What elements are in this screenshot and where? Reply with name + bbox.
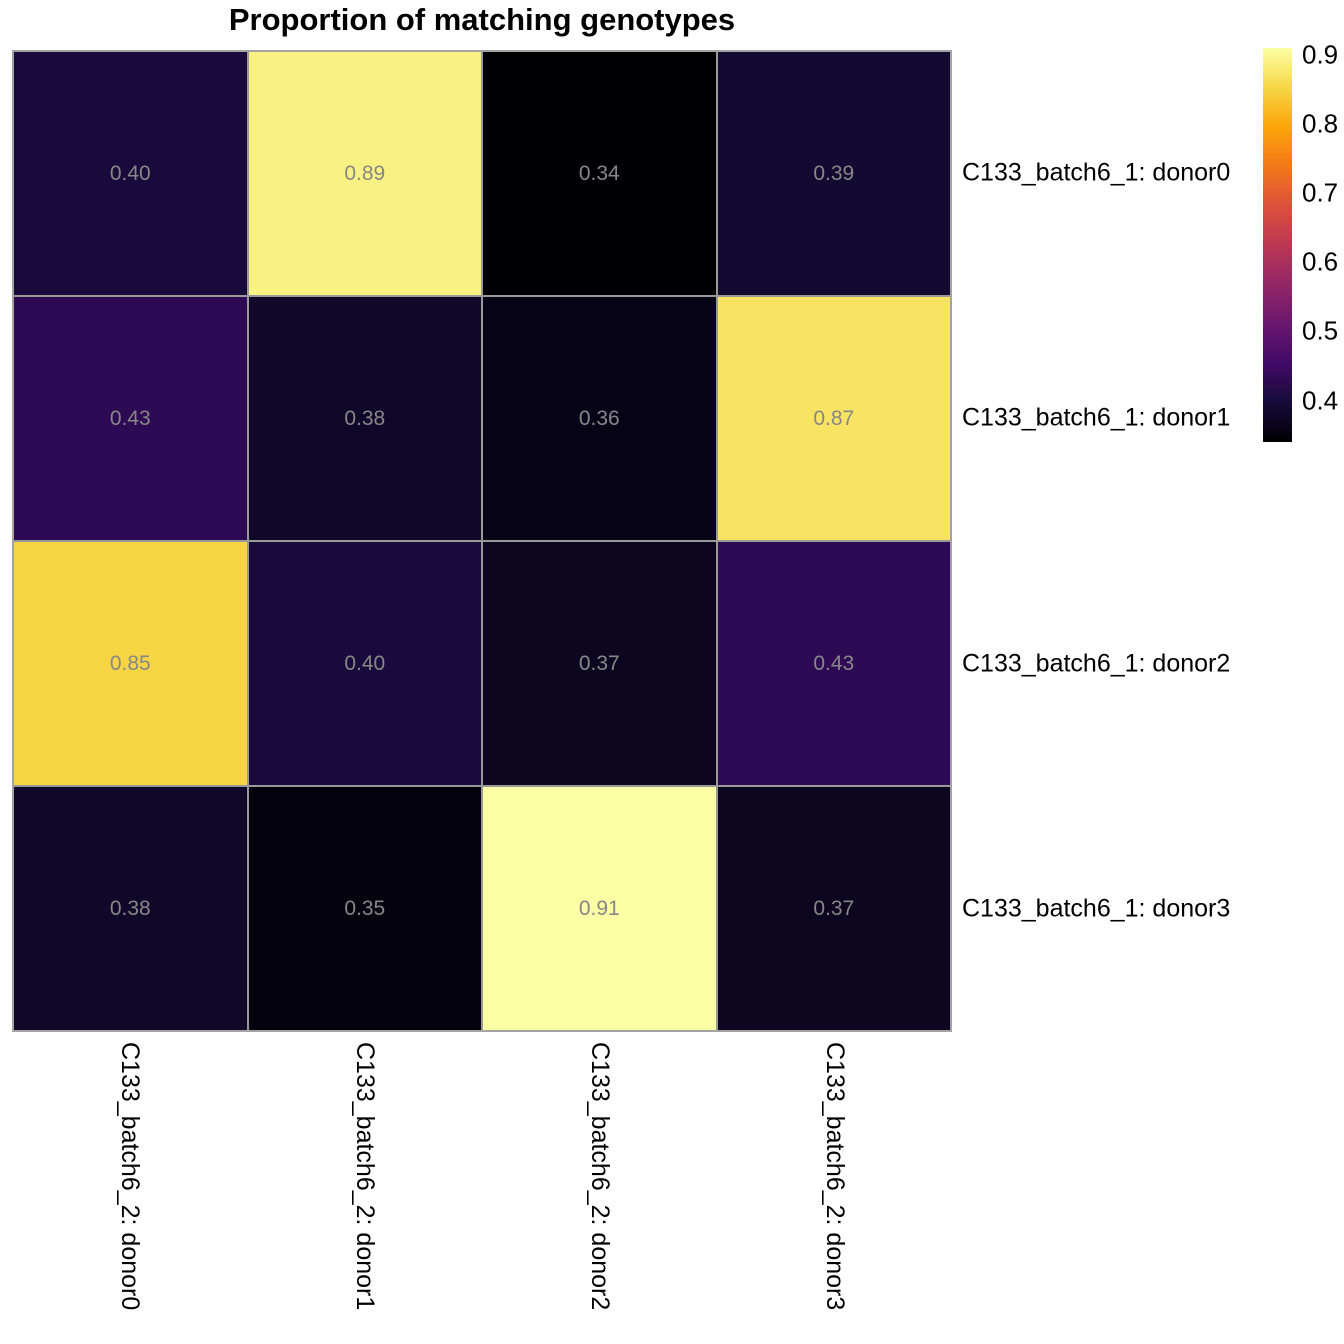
- cell-value: 0.89: [344, 161, 386, 185]
- heatmap-cell-r3-c3: 0.37: [717, 787, 950, 1030]
- colorbar-tick-label-1: 0.8: [1302, 108, 1339, 139]
- row-label-3: C133_batch6_1: donor3: [962, 894, 1231, 923]
- heatmap-cell-r0-c1: 0.89: [248, 52, 481, 295]
- colorbar-tick-label-0: 0.9: [1302, 39, 1339, 70]
- colorbar-tick-label-5: 0.4: [1302, 385, 1339, 416]
- col-label-2: C133_batch6_2: donor2: [585, 1042, 614, 1311]
- heatmap-cell-r1-c1: 0.38: [248, 297, 481, 540]
- heatmap-cell-r2-c2: 0.37: [483, 542, 716, 785]
- cell-value: 0.38: [109, 896, 151, 920]
- heatmap-cell-r1-c3: 0.87: [717, 297, 950, 540]
- cell-value: 0.37: [813, 896, 855, 920]
- heatmap-cell-r1-c0: 0.43: [14, 297, 247, 540]
- cell-value: 0.37: [578, 651, 620, 675]
- heatmap-cell-r0-c3: 0.39: [717, 52, 950, 295]
- heatmap-cell-r3-c2: 0.91: [483, 787, 716, 1030]
- row-label-2: C133_batch6_1: donor2: [962, 649, 1231, 678]
- cell-value: 0.43: [813, 651, 855, 675]
- heatmap-cell-r0-c0: 0.40: [14, 52, 247, 295]
- cell-value: 0.34: [578, 161, 620, 185]
- cell-value: 0.35: [344, 896, 386, 920]
- row-label-1: C133_batch6_1: donor1: [962, 403, 1231, 432]
- heatmap-cell-r1-c2: 0.36: [483, 297, 716, 540]
- colorbar-tick-label-4: 0.5: [1302, 315, 1339, 346]
- cell-value: 0.40: [344, 651, 386, 675]
- col-label-3: C133_batch6_2: donor3: [820, 1042, 849, 1311]
- col-label-0: C133_batch6_2: donor0: [115, 1042, 144, 1311]
- cell-value: 0.87: [813, 406, 855, 430]
- chart-title: Proportion of matching genotypes: [228, 2, 736, 37]
- heatmap-grid: 0.40 0.89 0.34 0.39 0.43 0.38 0.36 0.87 0.85 0.40…: [12, 50, 952, 1032]
- cell-value: 0.85: [109, 651, 151, 675]
- cell-value: 0.39: [813, 161, 855, 185]
- heatmap-cell-r2-c3: 0.43: [717, 542, 950, 785]
- heatmap-cell-r2-c0: 0.85: [14, 542, 247, 785]
- cell-value: 0.38: [344, 406, 386, 430]
- cell-value: 0.40: [109, 161, 151, 185]
- cell-value: 0.36: [578, 406, 620, 430]
- heatmap-cell-r3-c1: 0.35: [248, 787, 481, 1030]
- heatmap-cell-r2-c1: 0.40: [248, 542, 481, 785]
- row-label-0: C133_batch6_1: donor0: [962, 158, 1231, 187]
- cell-value: 0.43: [109, 406, 151, 430]
- colorbar-tick-label-2: 0.7: [1302, 177, 1339, 208]
- colorbar-tick-label-3: 0.6: [1302, 246, 1339, 277]
- heatmap-cell-r0-c2: 0.34: [483, 52, 716, 295]
- colorbar-gradient: [1263, 48, 1292, 442]
- heatmap-cell-r3-c0: 0.38: [14, 787, 247, 1030]
- col-label-1: C133_batch6_2: donor1: [350, 1042, 379, 1311]
- cell-value: 0.91: [578, 896, 620, 920]
